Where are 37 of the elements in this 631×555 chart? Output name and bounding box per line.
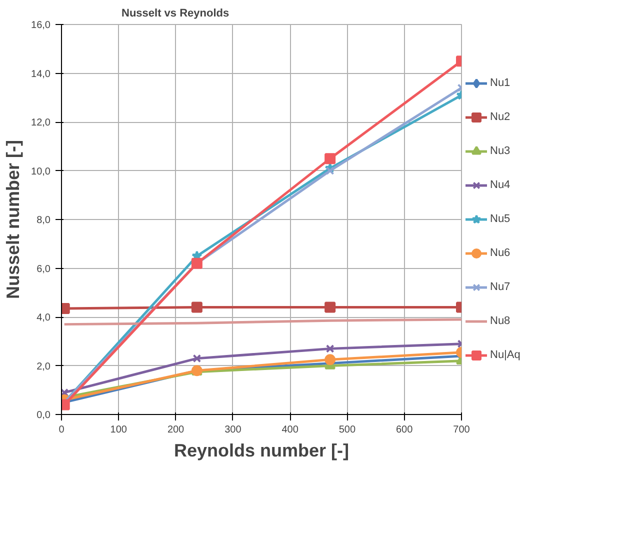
y-tick-label: 0,0 bbox=[36, 410, 51, 421]
point bbox=[326, 344, 334, 353]
legend-label: Nu4 bbox=[490, 179, 510, 191]
point bbox=[324, 302, 336, 313]
legend-label: Nu7 bbox=[490, 281, 510, 293]
x-tick-label: 300 bbox=[224, 424, 242, 436]
legend-label: Nu8 bbox=[490, 315, 510, 327]
point bbox=[324, 354, 336, 366]
y-axis-title: Nusselt number [-] bbox=[3, 140, 24, 300]
point bbox=[324, 153, 336, 164]
x-tick-label: 200 bbox=[167, 424, 185, 436]
x-tick-label: 500 bbox=[338, 424, 356, 436]
point bbox=[62, 399, 70, 410]
legend-label: Nu2 bbox=[490, 111, 510, 123]
y-tick-label: 10,0 bbox=[31, 166, 51, 178]
point bbox=[192, 354, 202, 363]
point bbox=[191, 302, 202, 313]
legend-label: Nu5 bbox=[490, 213, 510, 225]
legend-label: Nu6 bbox=[490, 247, 510, 259]
point bbox=[62, 302, 70, 314]
x-tick-label: 100 bbox=[110, 424, 128, 436]
y-tick-label: 4,0 bbox=[36, 312, 51, 324]
y-tick-label: 6,0 bbox=[36, 264, 51, 275]
y-tick-label: 16,0 bbox=[31, 20, 51, 31]
x-tick-label: 600 bbox=[396, 424, 414, 436]
chart-title: Nusselt vs Reynolds bbox=[122, 8, 230, 20]
x-tick-label: 700 bbox=[453, 424, 470, 436]
y-tick-label: 12,0 bbox=[31, 118, 51, 128]
legend-label: Nu1 bbox=[490, 77, 510, 89]
x-axis-title: Reynolds number [-] bbox=[174, 440, 350, 460]
legend-label: Nu3 bbox=[490, 145, 510, 157]
y-tick-label: 2,0 bbox=[36, 361, 51, 372]
x-tick-label: 400 bbox=[282, 424, 299, 436]
legend-label: Nu|Aq bbox=[490, 349, 520, 361]
y-tick-label: 8,0 bbox=[36, 215, 51, 226]
x-tick-label: 0 bbox=[58, 424, 65, 436]
y-tick-label: 14,0 bbox=[31, 68, 51, 80]
